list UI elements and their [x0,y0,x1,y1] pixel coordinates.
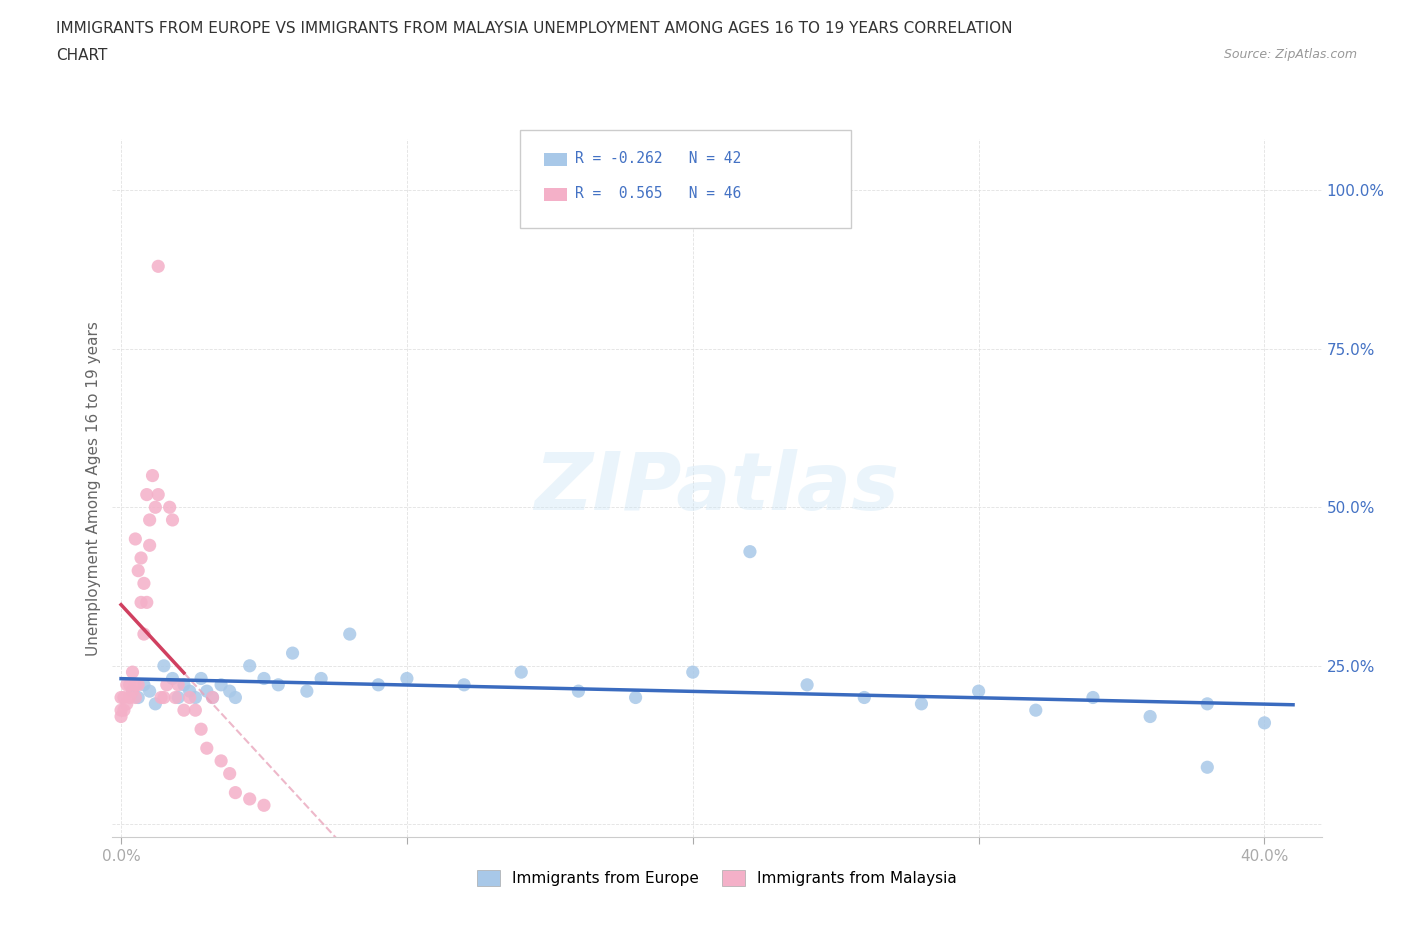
Point [132,677,155,692]
Point [1197,760,1219,775]
Point [1025,703,1047,718]
Point [253,671,276,686]
Point [138,538,160,552]
Point [167,677,190,692]
Point [567,684,589,698]
Point [195,684,218,698]
Point [129,595,152,610]
Point [682,665,704,680]
Point [118,677,141,692]
Point [127,564,149,578]
Point [184,703,207,718]
Point [135,595,157,610]
Point [127,677,149,692]
Point [124,690,146,705]
Point [143,499,166,514]
Text: Source: ZipAtlas.com: Source: ZipAtlas.com [1223,48,1357,61]
Point [253,798,276,813]
Point [127,690,149,705]
Point [218,766,240,781]
Point [224,690,246,705]
Point [150,690,173,705]
Point [201,690,224,705]
Point [148,487,170,502]
Point [121,684,143,698]
Point [179,690,201,705]
Point [110,690,132,705]
Point [121,665,143,680]
Point [796,677,818,692]
Point [165,690,187,705]
Point [853,690,876,705]
Point [224,785,246,800]
Point [112,690,135,705]
Point [148,259,170,273]
Point [115,697,138,711]
Text: ZIPatlas: ZIPatlas [534,449,900,527]
Point [118,690,141,705]
Point [510,665,533,680]
Point [138,684,160,698]
Point [179,684,201,698]
Point [239,791,262,806]
Point [184,690,207,705]
Point [367,677,389,692]
Point [115,677,138,692]
Point [209,753,232,768]
Point [309,671,332,686]
Point [1081,690,1104,705]
Point [239,658,262,673]
Point [162,512,184,527]
Point [295,684,318,698]
Point [141,468,163,483]
Point [143,697,166,711]
Point [138,512,160,527]
Point [453,677,475,692]
Point [1253,715,1275,730]
Legend: Immigrants from Europe, Immigrants from Malaysia: Immigrants from Europe, Immigrants from … [471,864,963,892]
Point [110,703,132,718]
Point [156,677,179,692]
Point [195,741,218,756]
Point [132,576,155,591]
Point [135,487,157,502]
Text: IMMIGRANTS FROM EUROPE VS IMMIGRANTS FROM MALAYSIA UNEMPLOYMENT AMONG AGES 16 TO: IMMIGRANTS FROM EUROPE VS IMMIGRANTS FRO… [56,21,1012,36]
Point [1139,709,1161,724]
Point [281,645,304,660]
Point [190,671,212,686]
Point [167,690,190,705]
Point [624,690,647,705]
Point [201,690,224,705]
Point [124,677,146,692]
Y-axis label: Unemployment Among Ages 16 to 19 years: Unemployment Among Ages 16 to 19 years [86,321,101,656]
Point [218,684,240,698]
Point [910,697,932,711]
Point [173,703,195,718]
Point [129,551,152,565]
Point [738,544,761,559]
Point [967,684,990,698]
Point [153,658,176,673]
Point [173,677,195,692]
Point [190,722,212,737]
Text: R = -0.262   N = 42: R = -0.262 N = 42 [575,151,741,166]
Point [159,499,181,514]
Point [124,532,146,547]
Point [110,709,132,724]
Point [121,684,143,698]
Point [162,671,184,686]
Point [153,690,176,705]
Point [132,627,155,642]
Point [339,627,361,642]
Point [1197,697,1219,711]
Text: CHART: CHART [56,48,108,63]
Point [112,703,135,718]
Point [267,677,290,692]
Point [395,671,418,686]
Point [209,677,232,692]
Text: R =  0.565   N = 46: R = 0.565 N = 46 [575,186,741,201]
